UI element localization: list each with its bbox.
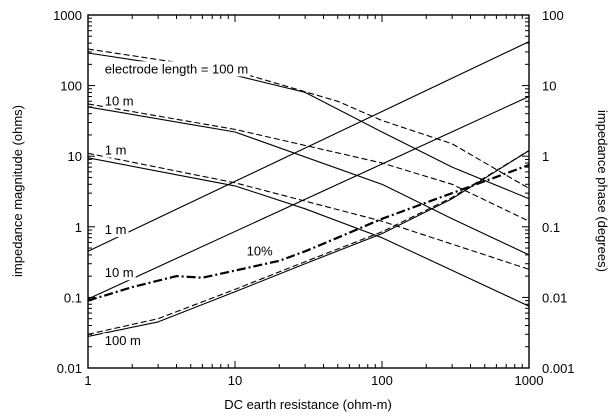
y-left-tick-label: 0.01 [57,361,82,376]
x-tick-label: 100 [371,373,393,388]
series-line-10 [87,150,530,335]
plot-frame [87,14,530,369]
annotation-backing [102,222,129,238]
annotation-backing [102,61,251,77]
series-layer [87,41,530,337]
series-line-11 [87,163,530,302]
series-line-5 [87,157,530,307]
annotation-m1b: 1 m [105,222,127,237]
y-axis-label-right: impedance phase (degrees) [595,110,610,272]
y-right-tick-label: 1 [542,149,549,164]
annotation-m1a: 1 m [105,143,127,158]
y-right-tick-label: 0.001 [542,361,575,376]
annotation-m10a: 10 m [105,93,134,108]
series-line-7 [87,41,530,252]
x-tick-label: 1000 [515,373,544,388]
y-right-tick-label: 100 [542,8,564,23]
y-right-tick-label: 0.1 [542,220,560,235]
annotation-backing [102,265,136,281]
annotation-backing [102,333,143,349]
x-tick-label: 1 [84,373,91,388]
series-line-4 [87,103,530,222]
series-line-2 [87,48,530,189]
series-line-6 [87,152,530,270]
y-right-tick-label: 0.01 [542,290,567,305]
y-left-tick-label: 1 [75,220,82,235]
x-tick-label: 10 [228,373,242,388]
y-left-tick-label: 0.1 [64,290,82,305]
y-axis-label-left: impedance magnitude (ohms) [10,105,25,277]
annotations: electrode length = 100 m 10 m 1 m 1 m 10 m 10… [102,61,276,349]
annotation-el100: electrode length = 100 m [105,61,248,76]
annotation-pct: 10% [247,243,273,258]
y-left-tick-label: 100 [60,79,82,94]
annotation-backing [102,142,129,158]
series-line-3 [87,106,530,256]
axis-ticks [87,15,529,369]
annotation-backing [102,93,136,109]
y-left-tick-label: 10 [68,149,82,164]
tick-labels: 1 10 100 10000.010.111010010000.0010.010.11… [53,8,574,388]
series-line-9 [87,150,530,337]
series-line-8 [87,96,530,300]
annotation-m10b: 10 m [105,265,134,280]
annotation-m100: 100 m [105,333,141,348]
y-right-tick-label: 10 [542,79,556,94]
x-axis-label: DC earth resistance (ohm-m) [224,397,392,412]
annotation-backing [244,243,276,259]
y-left-tick-label: 1000 [53,8,82,23]
